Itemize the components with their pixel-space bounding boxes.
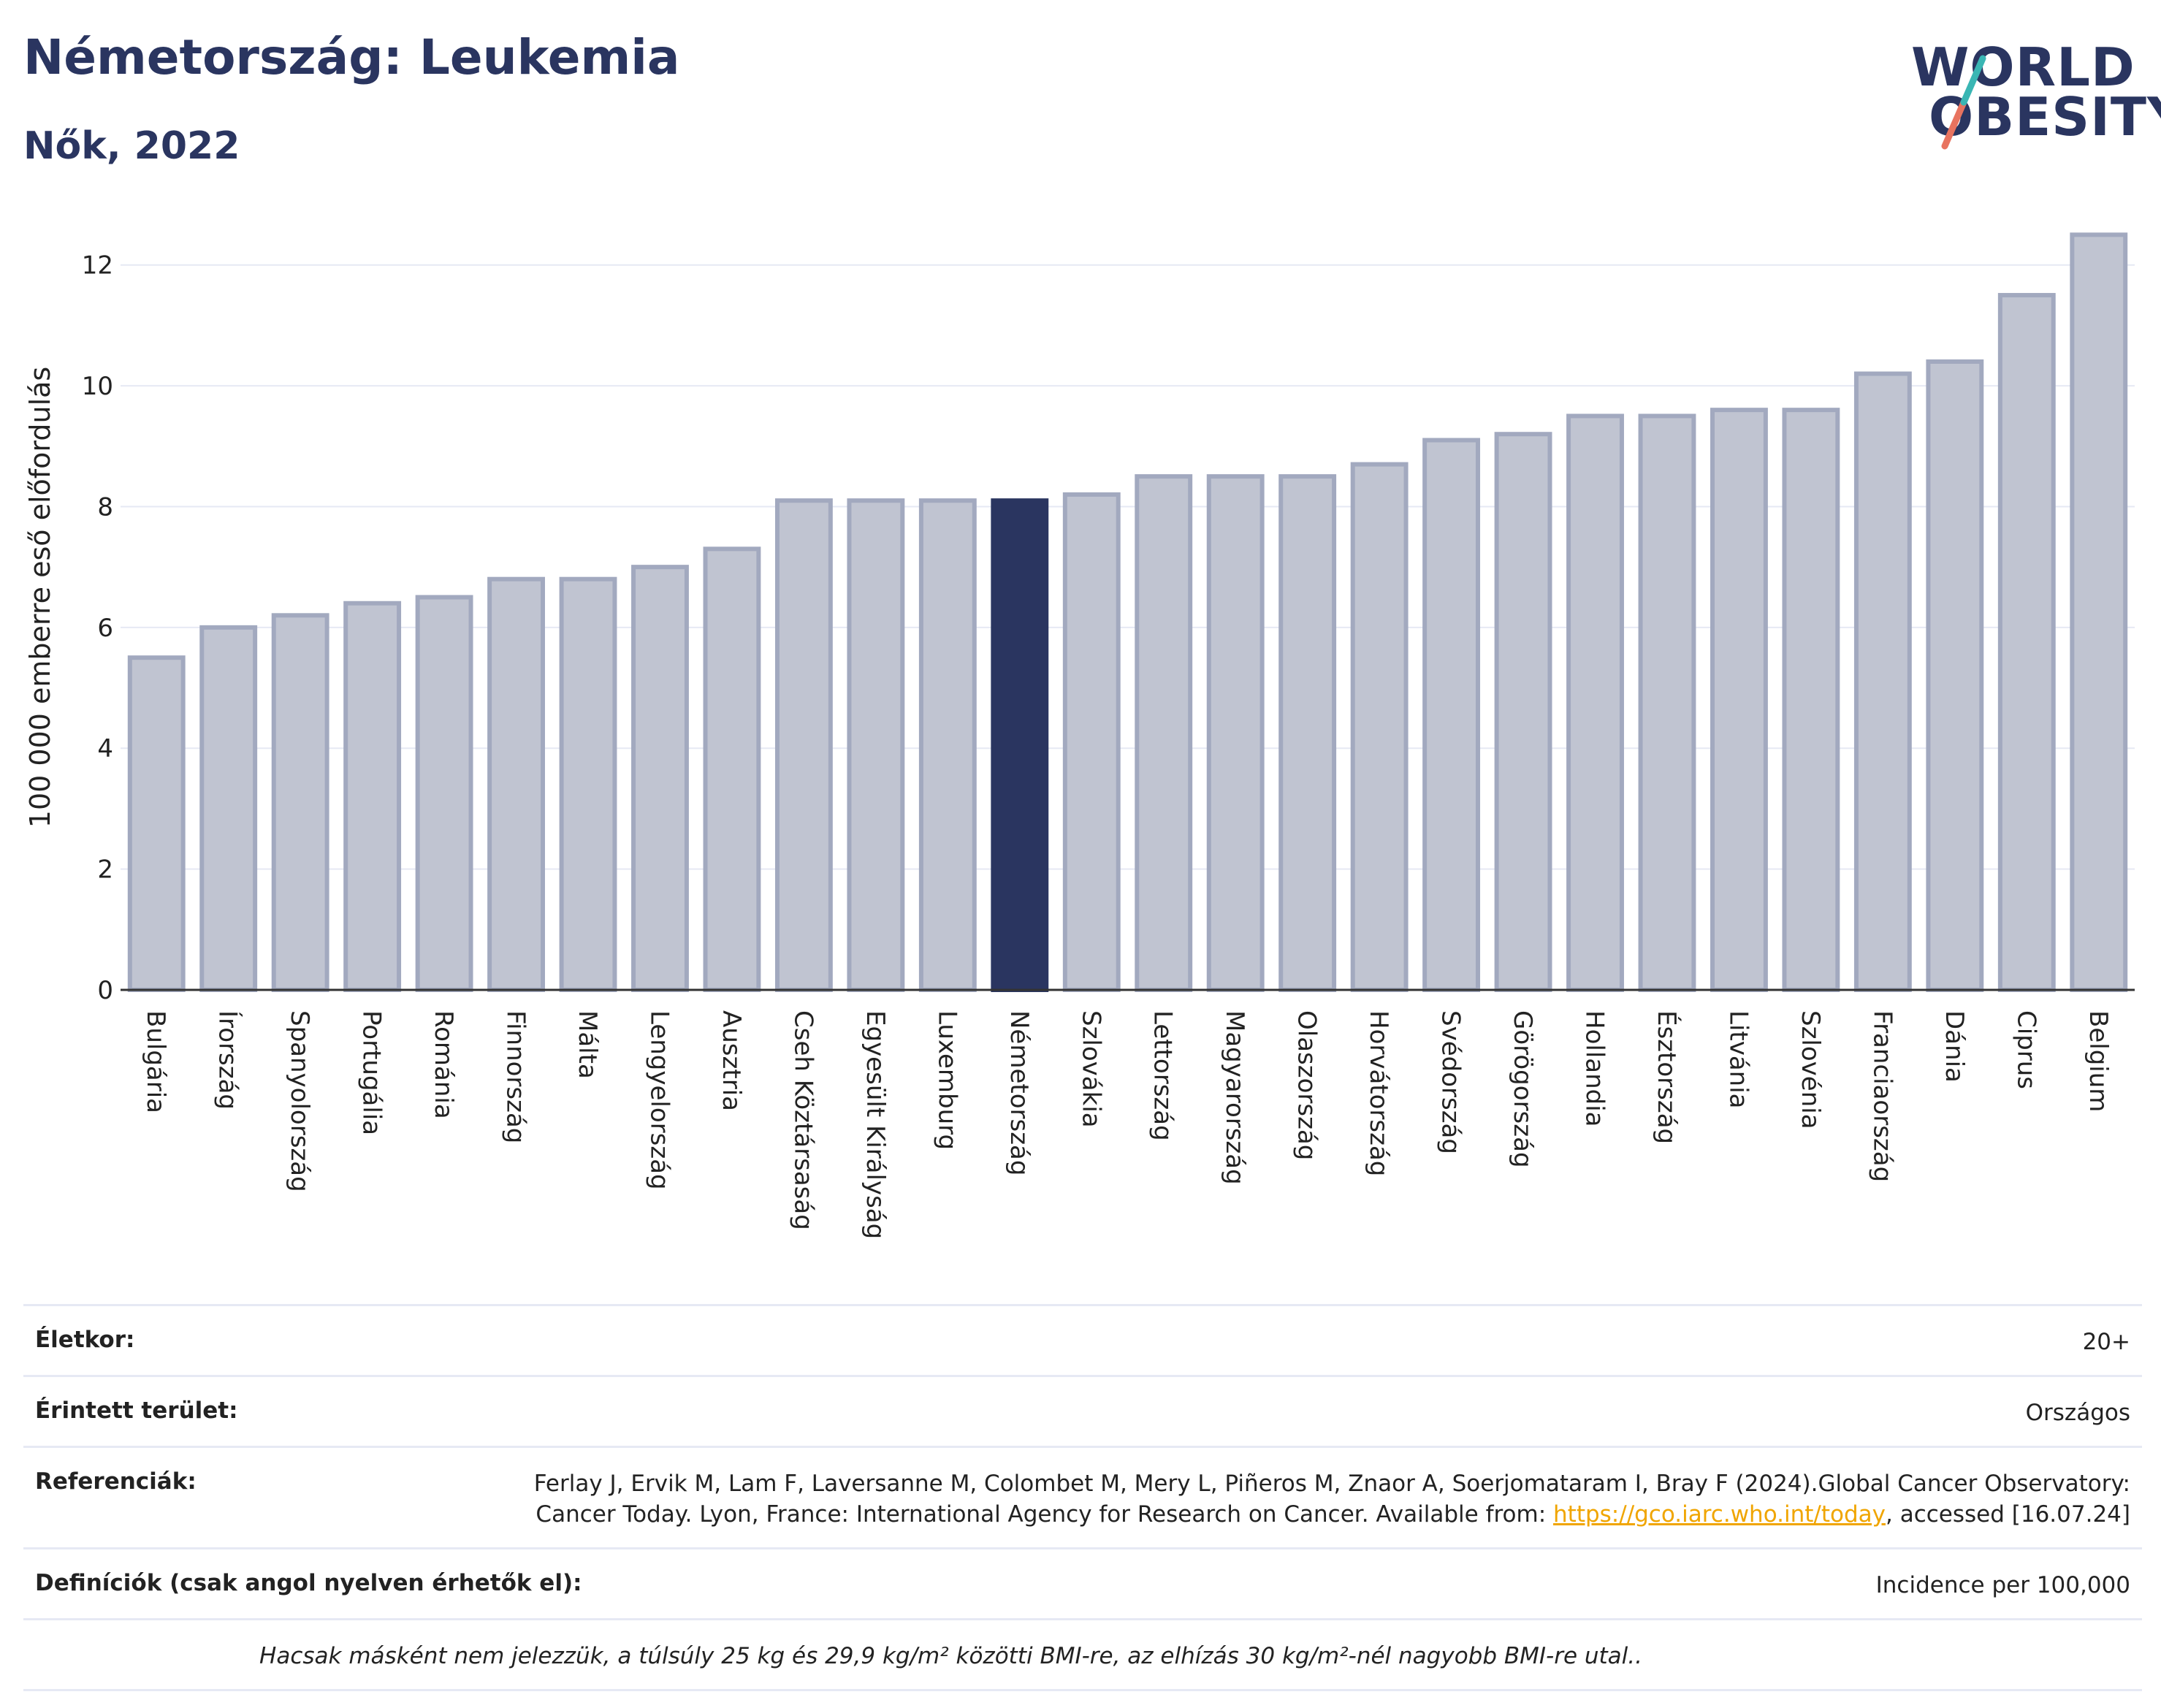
bar: [1926, 359, 1984, 992]
bar: [415, 595, 473, 992]
definitions-value: Incidence per 100,000: [1875, 1572, 2130, 1598]
x-tick-label: Ausztria: [717, 1010, 746, 1111]
references-value: Ferlay J, Ervik M, Lam F, Laversanne M, …: [523, 1468, 2130, 1530]
x-tick-label: Észtország: [1652, 1010, 1682, 1144]
y-tick-label: 2: [97, 855, 113, 885]
footnote: Hacsak másként nem jelezzük, a túlsúly 2…: [259, 1643, 1642, 1669]
bar: [1278, 474, 1337, 993]
y-tick-label: 4: [97, 734, 113, 763]
area-value: Országos: [2025, 1400, 2130, 1426]
x-tick-label: Lengyelország: [644, 1010, 674, 1190]
chart-title: Németország: Leukemia: [23, 29, 680, 85]
x-tick-label: Egyesült Királyság: [861, 1010, 890, 1239]
bar: [1782, 408, 1840, 992]
references-tail: , accessed [16.07.24]: [1885, 1501, 2130, 1528]
x-tick-label: Írország: [213, 1010, 243, 1110]
definitions-label: Definíciók (csak angol nyelven érhetők e…: [35, 1570, 582, 1596]
info-row-definitions: Definíciók (csak angol nyelven érhetők e…: [23, 1547, 2142, 1618]
x-tick-label: Dánia: [1940, 1010, 1969, 1083]
x-tick-label: Románia: [429, 1010, 458, 1119]
x-tick-label: Hollandia: [1580, 1010, 1609, 1127]
y-axis-title: 100 000 emberre eső előfordulás: [24, 367, 56, 828]
x-tick-label: Cseh Köztársaság: [788, 1010, 817, 1230]
bar: [847, 498, 905, 992]
logo-line-1: WORLD: [1911, 37, 2135, 98]
bar: [631, 565, 689, 992]
x-tick-label: Málta: [573, 1010, 602, 1079]
bar: [1710, 408, 1768, 992]
bar: [1997, 293, 2056, 993]
logo-slash-icon: [1941, 55, 1986, 150]
info-row-area: Érintett terület: Országos: [23, 1375, 2142, 1446]
bar: [1135, 474, 1193, 993]
bar: [199, 625, 258, 992]
bar: [271, 613, 329, 992]
bar: [1206, 474, 1265, 993]
bar: [1494, 432, 1552, 992]
x-tick-label: Horvátország: [1364, 1010, 1393, 1176]
age-label: Életkor:: [35, 1327, 135, 1353]
x-tick-label: Portugália: [357, 1010, 386, 1135]
age-value: 20+: [2082, 1329, 2130, 1355]
references-label: Referenciák:: [35, 1468, 197, 1495]
bar-chart: 0 2 4 6 8 10 12 100 000 emberre eső előfordulás…: [24, 232, 2135, 1239]
bar: [918, 498, 977, 992]
y-tick-label: 12: [82, 251, 113, 281]
x-tick-label: Magyarország: [1220, 1010, 1249, 1185]
x-tick-label: Spanyolország: [285, 1010, 314, 1192]
bar: [1566, 413, 1624, 992]
y-tick-label: 0: [97, 976, 113, 1005]
references-link[interactable]: https://gco.iarc.who.int/today: [1553, 1501, 1886, 1528]
x-tick-label: Belgium: [2084, 1010, 2113, 1112]
references-text: Ferlay J, Ervik M, Lam F, Laversanne M, …: [533, 1471, 2130, 1528]
bar: [343, 601, 402, 992]
area-label: Érintett terület:: [35, 1398, 238, 1424]
x-tick-label: Görögország: [1508, 1010, 1537, 1168]
bar: [774, 498, 833, 992]
info-row-age: Életkor: 20+: [23, 1304, 2142, 1375]
bar: [2070, 232, 2128, 992]
bar: [1350, 462, 1409, 993]
bar: [1422, 438, 1481, 992]
x-tick-label: Bulgária: [141, 1010, 170, 1113]
x-tick-label: Szlovákia: [1076, 1010, 1105, 1128]
y-tick-label: 6: [97, 614, 113, 643]
info-row-references: Referenciák: Ferlay J, Ervik M, Lam F, L…: [23, 1446, 2142, 1547]
info-table: Életkor: 20+ Érintett terület: Országos …: [23, 1304, 2142, 1691]
bar: [1853, 371, 1912, 992]
bar: [127, 655, 186, 992]
x-tick-label: Svédország: [1436, 1010, 1466, 1154]
x-tick-label: Litvánia: [1723, 1010, 1753, 1109]
x-tick-label: Lettország: [1148, 1010, 1178, 1141]
bar: [1638, 413, 1696, 992]
bar: [1062, 492, 1121, 992]
bar: [991, 498, 1049, 992]
y-tick-label: 8: [97, 492, 113, 522]
x-tick-label: Franciaország: [1867, 1010, 1897, 1182]
x-tick-label: Finnország: [501, 1010, 530, 1143]
world-obesity-logo: WORLD OBESITY: [1899, 29, 2161, 153]
x-tick-label: Szlovénia: [1796, 1010, 1825, 1129]
x-tick-label: Németország: [1005, 1010, 1034, 1175]
y-tick-label: 10: [82, 372, 113, 401]
chart-subtitle: Nők, 2022: [23, 124, 240, 168]
bar: [559, 576, 617, 992]
bar: [703, 546, 761, 993]
x-tick-label: Olaszország: [1292, 1010, 1322, 1160]
info-row-note: Hacsak másként nem jelezzük, a túlsúly 2…: [23, 1618, 2142, 1691]
bar: [487, 576, 545, 992]
x-tick-label: Ciprus: [2011, 1010, 2040, 1089]
x-tick-label: Luxemburg: [932, 1010, 961, 1150]
